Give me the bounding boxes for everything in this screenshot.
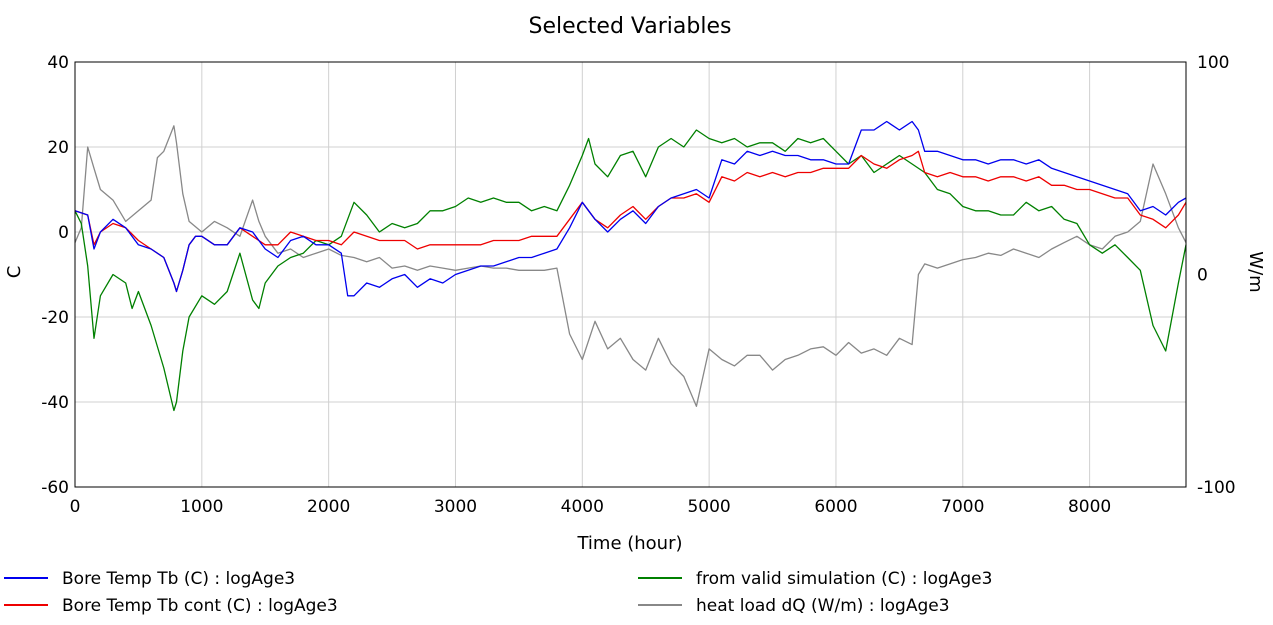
legend-item-bore-temp: Bore Temp Tb (C) : logAge3 xyxy=(4,568,295,590)
x-tick-label: 5000 xyxy=(687,497,730,517)
y2-axis-label: W/m xyxy=(1245,251,1266,292)
legend-swatch-red xyxy=(4,604,48,606)
plot-area-border xyxy=(74,61,1187,488)
y2-tick-label: 100 xyxy=(1197,53,1229,73)
x-tick-label: 1000 xyxy=(180,497,223,517)
y-tick-label: -40 xyxy=(41,393,69,413)
y-tick-label: 20 xyxy=(47,138,69,158)
grid-lines xyxy=(74,61,1186,488)
legend-label: Bore Temp Tb (C) : logAge3 xyxy=(62,569,296,589)
y-tick-label: 0 xyxy=(58,223,69,243)
x-tick-label: 8000 xyxy=(1068,497,1111,517)
legend-swatch-blue xyxy=(4,577,48,579)
legend-swatch-gray xyxy=(638,604,682,606)
y2-tick-label: 0 xyxy=(1197,266,1208,286)
y-axis-label: C xyxy=(4,266,25,279)
x-tick-label: 7000 xyxy=(941,497,984,517)
x-tick-label: 2000 xyxy=(307,497,350,517)
legend-label: heat load dQ (W/m) : logAge3 xyxy=(696,596,950,616)
legend-item-heat-load: heat load dQ (W/m) : logAge3 xyxy=(638,595,950,617)
x-tick-label: 6000 xyxy=(814,497,857,517)
y-tick-label: -60 xyxy=(41,478,69,498)
legend-item-valid-simulation: from valid simulation (C) : logAge3 xyxy=(638,568,992,590)
x-tick-label: 0 xyxy=(70,497,81,517)
chart-title: Selected Variables xyxy=(529,14,732,39)
legend-swatch-green xyxy=(638,577,682,579)
legend-label: Bore Temp Tb cont (C) : logAge3 xyxy=(62,596,338,616)
y-tick-label: -20 xyxy=(41,308,69,328)
series-line-0 xyxy=(74,120,1187,297)
series-line-1 xyxy=(74,150,1187,293)
x-axis-label: Time (hour) xyxy=(576,533,682,554)
y2-tick-label: -100 xyxy=(1197,478,1236,498)
axis-ticks: 0 1000 2000 3000 4000 5000 6000 7000 800040200-2… xyxy=(41,53,1235,517)
series-line-3 xyxy=(74,125,1187,407)
x-tick-label: 4000 xyxy=(561,497,604,517)
series-line-2 xyxy=(74,129,1187,412)
y-tick-label: 40 xyxy=(47,53,69,73)
legend-item-bore-temp-cont: Bore Temp Tb cont (C) : logAge3 xyxy=(4,595,338,617)
x-tick-label: 3000 xyxy=(434,497,477,517)
series-layer xyxy=(74,120,1187,412)
legend-label: from valid simulation (C) : logAge3 xyxy=(696,569,993,589)
